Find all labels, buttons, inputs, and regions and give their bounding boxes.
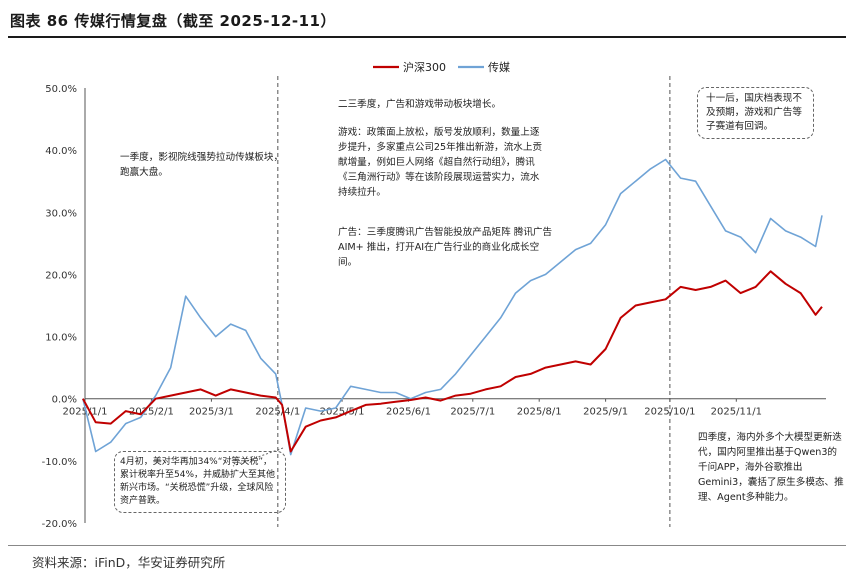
annotation-games: 游戏：政策面上放松，版号发放顺利，数量上逐步提升，多家重点公司25年推出新游，流… <box>338 127 543 198</box>
footer-rule <box>8 545 846 546</box>
source-note: 资料来源：iFinD，华安证券研究所 <box>32 555 226 570</box>
y-tick-label: 30.0% <box>45 208 77 219</box>
title-rule <box>8 36 846 38</box>
x-tick-label: 2025/8/1 <box>517 407 562 418</box>
annotation-ads: 广告：三季度腾讯广告智能投放产品矩阵 腾讯广告 AIM+ 推出，打开AI在广告行… <box>338 227 553 268</box>
legend: 沪深300 传媒 <box>373 60 510 74</box>
y-tick-label: -10.0% <box>42 457 77 468</box>
x-tick-label: 2025/5/1 <box>320 407 365 418</box>
y-tick-label: -20.0% <box>42 519 77 530</box>
annotation-national-day: 十一后，国庆档表现不及预期，游戏和广告等子赛道有回调。 <box>706 93 802 132</box>
y-tick-label: 0.0% <box>52 395 77 406</box>
y-tick-label: 40.0% <box>45 146 77 157</box>
legend-label: 沪深300 <box>403 60 446 74</box>
x-tick-label: 2025/2/1 <box>129 407 174 418</box>
x-tick-label: 2025/9/1 <box>583 407 628 418</box>
y-tick-label: 50.0% <box>45 84 77 95</box>
annotation-q1: 一季度，影视院线强势拉动传媒板块，跑赢大盘。 <box>120 152 284 178</box>
annotation-q4: 四季度，海内外多个大模型更新迭代，国内阿里推出基于Qwen3的千问APP，海外谷… <box>698 432 844 503</box>
y-tick-label: 10.0% <box>45 333 77 344</box>
x-tick-label: 2025/1/1 <box>63 407 108 418</box>
x-tick-label: 2025/11/1 <box>711 407 762 418</box>
x-tick-label: 2025/3/1 <box>189 407 234 418</box>
legend-label: 传媒 <box>488 61 510 74</box>
annotation-april-tariff: 4月初，美对华再加34%“对等关税”，累计税率升至54%，并威胁扩大至其他新兴市… <box>120 457 276 506</box>
y-axis-ticks: 50.0% 40.0% 30.0% 20.0% 10.0% 0.0% -10.0% -20.0… <box>42 84 826 530</box>
x-tick-label: 2025/6/1 <box>386 407 431 418</box>
chart-title: 图表 86 传媒行情复盘（截至 2025-12-11） <box>10 12 336 30</box>
y-tick-label: 20.0% <box>45 270 77 281</box>
series-line <box>82 158 823 456</box>
national-day-callout-box <box>697 87 814 139</box>
x-axis-ticks: 2025/1/1 2025/2/1 2025/3/1 2025/4/1 2025/5/1… <box>63 398 762 418</box>
annotation-q2q3-header: 二三季度，广告和游戏带动板块增长。 <box>338 99 502 110</box>
series-line <box>82 270 823 453</box>
x-tick-label: 2025/7/1 <box>450 407 495 418</box>
period-dividers <box>277 76 671 527</box>
series-lines <box>82 158 823 456</box>
april-tariff-callout-box <box>114 451 286 513</box>
